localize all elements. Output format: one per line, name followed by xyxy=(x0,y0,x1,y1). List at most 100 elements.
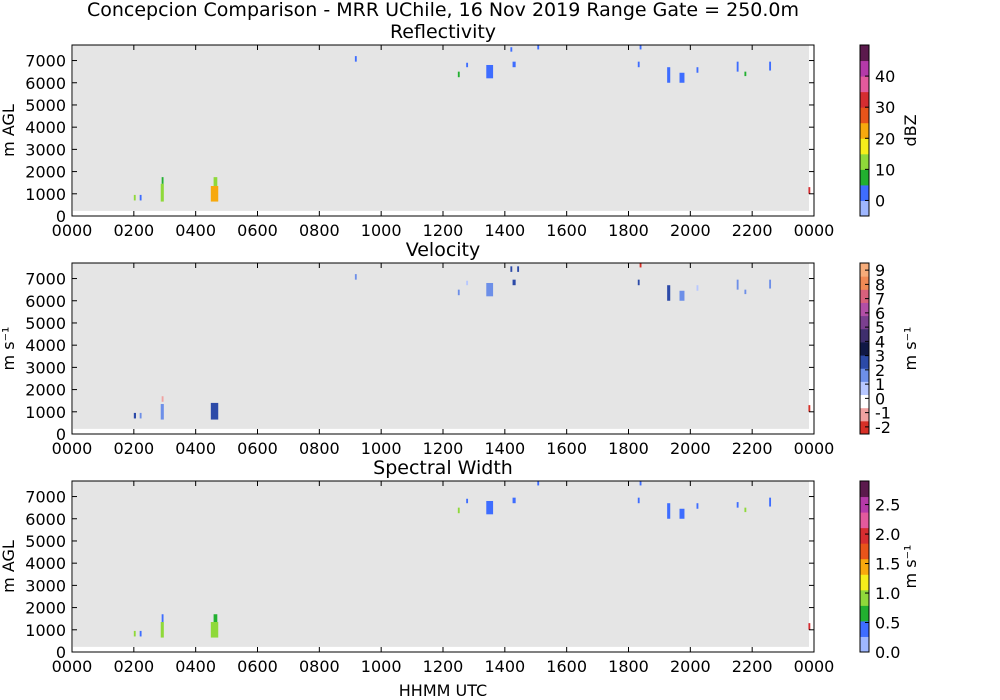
data-coverage-area xyxy=(73,263,809,429)
colorbar-label: m s⁻¹ xyxy=(901,327,920,371)
radar-echo xyxy=(213,177,218,187)
radar-echo xyxy=(210,402,219,420)
colorbar-segment xyxy=(860,276,869,290)
radar-echo xyxy=(133,194,136,201)
radar-echo xyxy=(161,396,164,402)
colorbar-segment xyxy=(860,184,869,201)
y-tick-label: 7000 xyxy=(25,52,66,71)
colorbar-tick-label: 20 xyxy=(875,129,895,148)
x-tick-label: 0000 xyxy=(794,439,835,458)
colorbar-frame xyxy=(859,44,870,217)
radar-echo xyxy=(667,67,671,83)
radar-echo xyxy=(808,187,811,194)
colorbar-segment xyxy=(860,527,869,544)
colorbar-segment xyxy=(860,512,869,529)
radar-echo xyxy=(512,497,516,504)
colorbar-segment xyxy=(860,263,869,277)
radar-echo xyxy=(354,56,357,62)
colorbar-tick-label: 0 xyxy=(875,389,885,408)
radar-echo xyxy=(744,507,747,513)
y-tick-label: 5000 xyxy=(25,96,66,115)
x-tick-label: 2000 xyxy=(670,439,711,458)
colorbar-segment xyxy=(860,543,869,560)
figure-title: Concepcion Comparison - MRR UChile, 16 N… xyxy=(87,0,799,21)
x-tick-label: 1600 xyxy=(546,221,587,240)
radar-echo xyxy=(510,47,513,52)
radar-echo xyxy=(696,503,699,509)
y-axis-label: m AGL xyxy=(0,540,18,593)
x-tick-label: 1000 xyxy=(361,657,402,676)
y-tick-label: 7000 xyxy=(25,488,66,507)
x-tick-label: 1600 xyxy=(546,439,587,458)
x-tick-label: 2200 xyxy=(732,439,773,458)
colorbar-segment xyxy=(860,341,869,356)
x-tick-label: 1000 xyxy=(361,439,402,458)
colorbar-segment xyxy=(860,368,869,382)
colorbar-tick-label: 0 xyxy=(875,191,885,210)
colorbar-segment xyxy=(860,153,869,170)
radar-echo xyxy=(769,61,772,71)
radar-echo xyxy=(210,186,219,202)
colorbar-segment xyxy=(860,574,869,591)
radar-echo xyxy=(736,279,739,290)
colorbar-segment xyxy=(860,394,869,409)
colorbar-segment xyxy=(860,45,869,62)
colorbar-segment xyxy=(860,381,869,396)
colorbar-segment xyxy=(860,481,869,498)
y-tick-label: 3000 xyxy=(25,358,66,377)
radar-echo xyxy=(736,61,739,72)
colorbar-tick-label: 3 xyxy=(875,347,885,366)
x-tick-label: 0000 xyxy=(52,221,93,240)
radar-echo xyxy=(637,61,640,68)
colorbar-tick-label: 40 xyxy=(875,67,895,86)
colorbar-segment xyxy=(860,420,869,435)
y-tick-label: 0 xyxy=(56,207,66,226)
y-tick-label: 2000 xyxy=(25,599,66,618)
x-tick-label: 0400 xyxy=(175,439,216,458)
radar-echo xyxy=(769,497,772,507)
radar-echo xyxy=(679,290,685,301)
colorbar-segment xyxy=(860,289,869,303)
colorbar-tick-label: 2 xyxy=(875,361,885,380)
colorbar-tick-label: 4 xyxy=(875,332,885,351)
colorbar-segment xyxy=(860,636,869,653)
radar-echo xyxy=(639,45,642,50)
colorbar-segment xyxy=(860,355,869,369)
y-tick-label: 4000 xyxy=(25,118,66,137)
radar-echo xyxy=(808,405,811,412)
colorbar-tick-label: 6 xyxy=(875,304,885,323)
colorbar-segment xyxy=(860,200,869,217)
x-tick-label: 1800 xyxy=(608,221,649,240)
panel-title: Velocity xyxy=(406,239,481,261)
y-axis-label: m s⁻¹ xyxy=(0,327,18,371)
x-tick-label: 1200 xyxy=(423,221,464,240)
colorbar-segment xyxy=(860,302,869,317)
x-tick-label: 2200 xyxy=(732,657,773,676)
x-tick-label: 1800 xyxy=(608,657,649,676)
x-tick-label: 0800 xyxy=(299,221,340,240)
y-tick-label: 2000 xyxy=(25,163,66,182)
colorbar-segment xyxy=(860,60,869,77)
panel-title: Spectral Width xyxy=(373,457,513,479)
radar-echo xyxy=(486,64,494,79)
radar-echo xyxy=(133,630,136,637)
x-tick-label: 0200 xyxy=(113,221,154,240)
radar-echo xyxy=(808,623,811,630)
x-tick-label: 0200 xyxy=(113,657,154,676)
colorbar-segment xyxy=(860,558,869,575)
radar-echo xyxy=(139,630,142,637)
x-tick-label: 1000 xyxy=(361,221,402,240)
x-tick-label: 2200 xyxy=(732,221,773,240)
radar-echo xyxy=(160,183,164,202)
y-axis-label: m AGL xyxy=(0,104,18,157)
colorbar-segment xyxy=(860,328,869,343)
x-axis-label: HHMM UTC xyxy=(399,681,487,700)
radar-echo xyxy=(512,279,516,286)
radar-echo xyxy=(736,502,739,508)
colorbar-frame xyxy=(859,262,870,435)
y-tick-label: 0 xyxy=(56,425,66,444)
